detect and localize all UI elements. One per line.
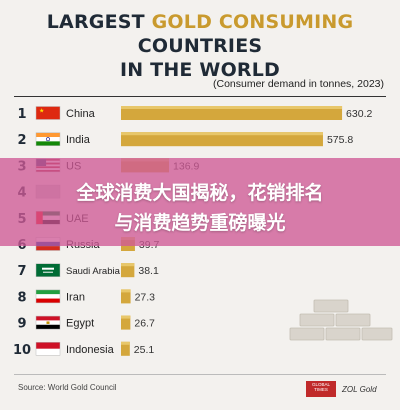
value-label: 27.3 [135,291,156,303]
bar-highlight [121,341,130,345]
bar-highlight [121,106,343,109]
source-note: Source: World Gold Council [18,383,117,392]
country-label: Egypt [66,318,94,330]
gold-bar-icon [335,313,371,327]
bar [121,132,323,147]
egypt-flag-icon [35,315,61,330]
value-label: 630.2 [346,108,372,120]
bottom-divider [14,374,386,375]
svg-text:★: ★ [39,108,44,115]
gold-bar-icon [289,327,325,341]
title-part-2: GOLD CONSUMING [151,11,354,33]
bar-highlight [121,132,323,136]
country-label: China [66,108,96,120]
china-flag-icon: ★ [35,106,61,120]
indonesia-flag-icon [35,342,61,356]
title-part-3: COUNTRIES [137,35,263,57]
bar-highlight [121,315,131,319]
country-label: Saudi Arabia [66,266,121,277]
rank-label: 7 [17,264,26,279]
rank-label: 8 [17,290,26,305]
banner-line-2: 与消费趋势重磅曝光 [114,212,286,234]
bar [121,341,130,356]
gold-bar-icon [361,327,393,341]
chart-title: LARGEST GOLD CONSUMING COUNTRIES IN THE … [0,10,400,82]
bar [121,106,343,120]
title-line-1: LARGEST GOLD CONSUMING COUNTRIES [0,10,400,58]
saudi-flag-icon [35,263,61,277]
country-label: Iran [66,291,85,303]
overlay-banner: 全球消费大国揭秘，花销排名 与消费趋势重磅曝光 [0,158,400,246]
rank-label: 2 [17,133,26,148]
title-line-2: IN THE WORLD [119,59,281,81]
gold-bar-icon [313,299,349,313]
watermark: ZOL Gold [342,385,377,394]
iran-flag-icon [35,289,61,304]
gold-bar-icon [325,327,361,341]
bar [121,263,135,278]
global-times-logo: GLOBAL TIMES [306,381,336,397]
country-label: India [66,134,91,146]
chart-subtitle: (Consumer demand in tonnes, 2023) [212,78,384,90]
bar [121,289,131,304]
rank-label: 9 [17,317,26,332]
bar [121,315,131,330]
rank-label: 1 [17,107,26,122]
gold-bar-icon [299,313,335,327]
value-label: 575.8 [327,134,353,146]
value-label: 38.1 [138,265,159,277]
value-label: 25.1 [134,344,155,356]
rank-label: 10 [13,343,31,358]
title-part-1: LARGEST [46,11,152,33]
india-flag-icon [35,132,61,146]
bar-highlight [121,263,135,267]
top-divider [14,96,386,97]
country-label: Indonesia [66,344,115,356]
banner-line-1: 全球消费大国揭秘，花销排名 [76,182,324,204]
value-label: 26.7 [134,318,155,330]
bar-highlight [121,289,131,293]
